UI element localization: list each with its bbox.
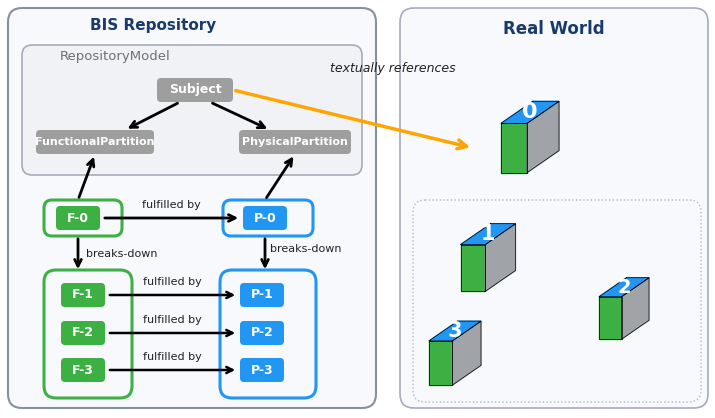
Text: BIS Repository: BIS Repository <box>90 18 216 33</box>
Text: F-1: F-1 <box>72 288 94 301</box>
Text: 1: 1 <box>480 224 495 244</box>
Text: F-3: F-3 <box>72 364 94 377</box>
FancyBboxPatch shape <box>239 130 351 154</box>
Text: P-3: P-3 <box>251 364 273 377</box>
FancyBboxPatch shape <box>61 321 105 345</box>
FancyBboxPatch shape <box>36 130 154 154</box>
Text: Real World: Real World <box>503 20 605 38</box>
Polygon shape <box>460 245 485 291</box>
Text: FunctionalPartition: FunctionalPartition <box>35 137 154 147</box>
FancyBboxPatch shape <box>400 8 708 408</box>
Text: P-1: P-1 <box>251 288 273 301</box>
Polygon shape <box>460 224 516 245</box>
Polygon shape <box>485 224 516 291</box>
Polygon shape <box>527 101 559 173</box>
Text: textually references: textually references <box>330 62 455 75</box>
FancyBboxPatch shape <box>243 206 287 230</box>
Text: F-0: F-0 <box>67 212 89 224</box>
Polygon shape <box>599 297 621 339</box>
Text: breaks-down: breaks-down <box>270 244 342 254</box>
Polygon shape <box>599 278 649 297</box>
FancyBboxPatch shape <box>8 8 376 408</box>
Polygon shape <box>453 321 481 385</box>
Text: 2: 2 <box>617 278 631 297</box>
Text: F-2: F-2 <box>72 326 94 339</box>
Polygon shape <box>429 341 453 385</box>
Text: breaks-down: breaks-down <box>86 249 157 259</box>
FancyBboxPatch shape <box>240 358 284 382</box>
Text: fulfilled by: fulfilled by <box>143 352 202 362</box>
FancyBboxPatch shape <box>240 283 284 307</box>
Polygon shape <box>501 101 559 123</box>
FancyBboxPatch shape <box>22 45 362 175</box>
FancyBboxPatch shape <box>61 283 105 307</box>
FancyBboxPatch shape <box>61 358 105 382</box>
FancyBboxPatch shape <box>56 206 100 230</box>
Text: 0: 0 <box>522 102 538 122</box>
Text: RepositoryModel: RepositoryModel <box>60 50 171 63</box>
Polygon shape <box>429 321 481 341</box>
Text: P-0: P-0 <box>254 212 277 224</box>
Text: P-2: P-2 <box>251 326 273 339</box>
Polygon shape <box>501 123 527 173</box>
Text: 3: 3 <box>448 321 463 341</box>
FancyBboxPatch shape <box>240 321 284 345</box>
Text: Subject: Subject <box>169 84 222 97</box>
Text: fulfilled by: fulfilled by <box>142 200 201 210</box>
Polygon shape <box>621 278 649 339</box>
Text: fulfilled by: fulfilled by <box>143 315 202 325</box>
Text: PhysicalPartition: PhysicalPartition <box>242 137 348 147</box>
FancyBboxPatch shape <box>157 78 233 102</box>
Text: fulfilled by: fulfilled by <box>143 277 202 287</box>
